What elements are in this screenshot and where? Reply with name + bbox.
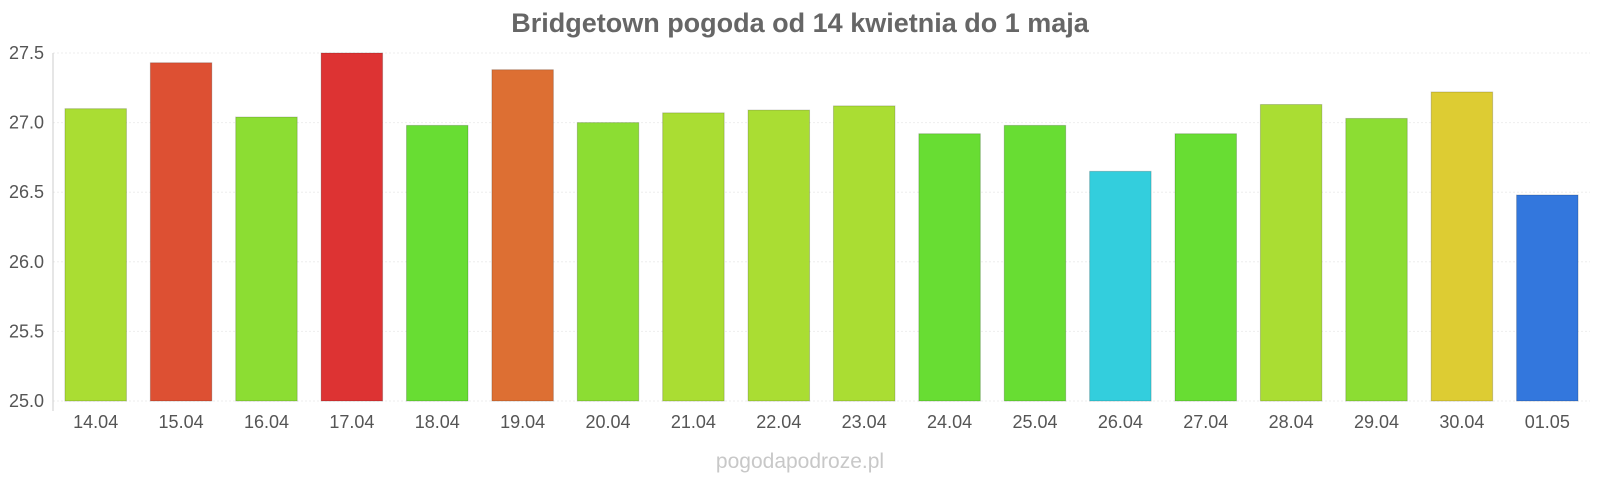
y-tick-label: 25.5 [9, 321, 44, 341]
bar-29.04 [1345, 117, 1408, 402]
y-tick-label: 26.5 [9, 182, 44, 202]
x-tick-label: 21.04 [671, 412, 716, 432]
y-axis: 25.0 25.5 26.0 26.5 27.0 27.5 [9, 43, 54, 411]
x-tick-label: 01.05 [1525, 412, 1570, 432]
x-tick-label: 14.04 [73, 412, 118, 432]
bar-28.04 [1259, 104, 1323, 402]
x-tick-label: 17.04 [329, 412, 374, 432]
watermark: pogodapodroze.pl [716, 450, 884, 473]
x-tick-label: 30.04 [1439, 412, 1484, 432]
bar-23.04 [832, 105, 896, 402]
x-tick-label: 22.04 [756, 412, 801, 432]
bar-15.04 [149, 62, 213, 402]
x-tick-label: 15.04 [159, 412, 204, 432]
bar-24.04 [918, 133, 981, 402]
x-tick-label: 23.04 [842, 412, 887, 432]
bar-22.04 [747, 109, 811, 402]
bar-20.04 [576, 122, 640, 402]
chart-title: Bridgetown pogoda od 14 kwietnia do 1 ma… [511, 8, 1090, 38]
bar-16.04 [235, 116, 298, 402]
x-tick-label: 20.04 [586, 412, 631, 432]
bars [64, 52, 1579, 402]
x-tick-label: 25.04 [1012, 412, 1057, 432]
y-tick-label: 27.0 [9, 113, 44, 133]
bar-21.04 [662, 112, 725, 402]
bar-26.04 [1089, 170, 1152, 402]
x-tick-label: 19.04 [500, 412, 545, 432]
bar-30.04 [1430, 91, 1494, 402]
x-tick-label: 29.04 [1354, 412, 1399, 432]
bar-25.04 [1003, 124, 1067, 402]
bar-01.05 [1516, 194, 1579, 402]
x-tick-label: 16.04 [244, 412, 289, 432]
x-tick-label: 18.04 [415, 412, 460, 432]
x-tick-label: 24.04 [927, 412, 972, 432]
y-tick-label: 27.5 [9, 43, 44, 63]
y-tick-label: 25.0 [9, 391, 44, 411]
bar-19.04 [491, 69, 554, 402]
bar-18.04 [406, 124, 469, 402]
y-tick-label: 26.0 [9, 252, 44, 272]
x-tick-label: 28.04 [1269, 412, 1314, 432]
x-axis: 14.04 15.04 16.04 17.04 18.04 19.04 20.04 21.04… [73, 412, 1570, 432]
bar-17.04 [320, 52, 384, 402]
bar-27.04 [1174, 133, 1237, 402]
x-tick-label: 27.04 [1183, 412, 1228, 432]
grid-lines [53, 52, 1590, 402]
x-tick-label: 26.04 [1098, 412, 1143, 432]
bar-14.04 [64, 108, 127, 402]
